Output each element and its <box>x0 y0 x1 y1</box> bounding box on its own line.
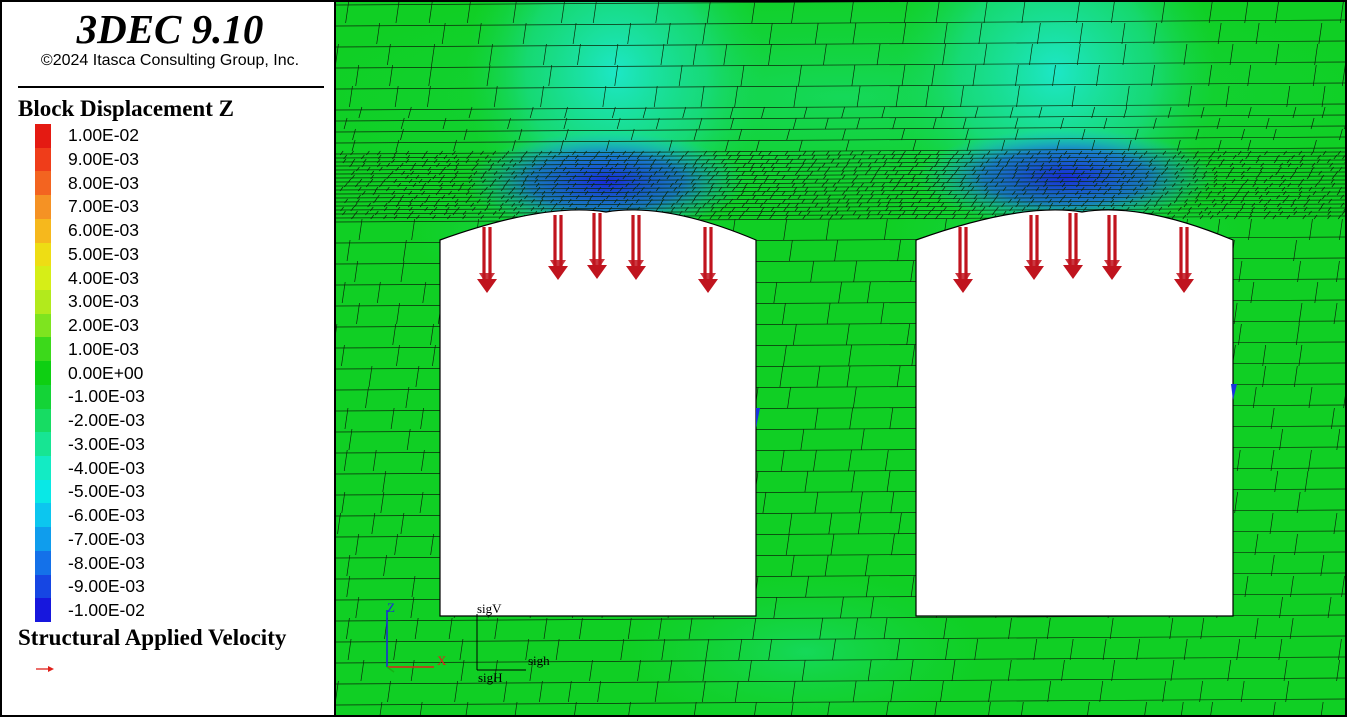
colorbar-swatch <box>35 598 51 623</box>
colorbar-tick-label: 7.00E-03 <box>68 196 140 217</box>
sigh-label: sigh <box>528 653 550 668</box>
stress-annotation: sigV sigh sigH <box>476 601 550 685</box>
colorbar-swatch <box>35 503 51 528</box>
colorbar-swatch <box>35 456 51 481</box>
colorbar-swatch <box>35 313 51 338</box>
colorbar-swatch <box>35 408 51 433</box>
colorbar-tick-label: 9.00E-03 <box>68 148 140 169</box>
model-scene[interactable]: Z X sigV sigh sigH <box>336 2 1347 717</box>
colorbar-tick-label: 5.00E-03 <box>68 243 140 264</box>
colorbar-swatch <box>35 337 51 362</box>
excavation-right <box>915 209 1234 617</box>
colorbar-swatch <box>35 550 51 576</box>
colorbar-tick-label: 8.00E-03 <box>68 172 140 193</box>
legend-panel: 3DEC 9.10 ©2024 Itasca Consulting Group,… <box>0 0 336 717</box>
colorbar-tick-label: -7.00E-03 <box>68 528 145 549</box>
colorbar-tick-label: -1.00E-02 <box>68 600 145 620</box>
colorbar-tick-label: 6.00E-03 <box>68 220 140 240</box>
structural-velocity-arrows <box>477 213 1194 293</box>
block-joint-lines <box>336 2 1345 715</box>
colorbar-tick-label: -9.00E-03 <box>68 576 145 597</box>
colorbar-swatch <box>35 290 51 315</box>
colorbar-tick-label: 3.00E-03 <box>68 291 140 312</box>
colorbar-swatch <box>35 242 51 267</box>
excavation-left <box>439 209 757 617</box>
sidewall-displacement-patch <box>1231 384 1237 400</box>
colorbar-swatch <box>35 218 51 244</box>
app-title: 3DEC 9.10 <box>76 6 264 52</box>
colorbar-tick-label: -3.00E-03 <box>68 433 145 454</box>
sigv-label: sigV <box>477 601 502 616</box>
colorbar-swatch <box>35 432 51 457</box>
contour-legend-title: Block Displacement Z <box>18 96 234 121</box>
colorbar-swatch <box>35 527 51 552</box>
velocity-legend-title: Structural Applied Velocity <box>18 625 287 650</box>
title-divider <box>18 86 324 88</box>
sidewall-displacement-patch <box>756 408 760 428</box>
model-viewport[interactable]: Z X sigV sigh sigH <box>336 0 1347 717</box>
copyright-notice: ©2024 Itasca Consulting Group, Inc. <box>40 52 300 69</box>
colorbar-swatch <box>35 147 51 172</box>
colorbar-swatch <box>35 124 51 149</box>
colorbar-tick-label: -2.00E-03 <box>68 410 145 430</box>
colorbar-tick-label: 1.00E-02 <box>68 125 140 145</box>
colorbar-swatch <box>35 195 51 220</box>
axes-triad: Z X <box>386 600 447 673</box>
colorbar-tick-label: 4.00E-03 <box>68 267 140 288</box>
colorbar-swatch <box>35 171 51 196</box>
velocity-arrow-icon <box>36 666 54 672</box>
colorbar-swatch <box>35 479 51 504</box>
colorbar-swatch <box>35 361 51 386</box>
axis-x-label: X <box>437 653 447 668</box>
colorbar-tick-label: -5.00E-03 <box>68 481 145 502</box>
colorbar <box>35 124 51 623</box>
colorbar-tick-label: -4.00E-03 <box>68 457 145 478</box>
colorbar-swatch <box>35 574 51 599</box>
axis-z-label: Z <box>387 600 395 615</box>
colorbar-tick-label: 2.00E-03 <box>68 315 140 335</box>
colorbar-tick-label: -1.00E-03 <box>68 386 145 407</box>
colorbar-tick-label: -6.00E-03 <box>68 505 145 525</box>
colorbar-tick-label: 0.00E+00 <box>68 362 144 383</box>
colorbar-swatch <box>35 266 51 291</box>
colorbar-tick-label: -8.00E-03 <box>68 552 145 573</box>
sigH-label: sigH <box>478 670 503 685</box>
colorbar-swatch <box>35 384 51 410</box>
colorbar-tick-label: 1.00E-03 <box>68 338 140 359</box>
